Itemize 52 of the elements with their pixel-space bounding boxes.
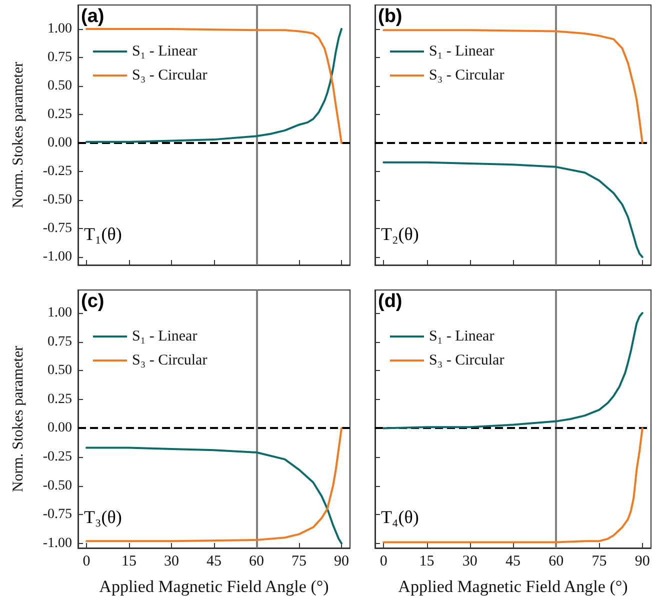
y-tick-label: -0.50: [42, 192, 72, 208]
legend-label: S₁ - Linear: [429, 44, 494, 60]
x-tick-label: 30: [164, 554, 179, 570]
x-tick-label: 45: [506, 554, 520, 570]
legend-label: S₃ - Circular: [429, 68, 504, 84]
x-axis-title: Applied Magnetic Field Angle (°): [398, 577, 628, 596]
legend-label: S₃ - Circular: [132, 68, 208, 84]
y-tick-label: 0.00: [48, 135, 72, 150]
legend-label: S₁ - Linear: [429, 328, 494, 344]
y-tick-label: -1.00: [42, 250, 72, 265]
x-tick-label: 90: [334, 554, 349, 570]
y-tick-label: -1.00: [42, 536, 72, 551]
y-tick-label: -0.25: [42, 450, 72, 465]
x-tick-label: 75: [292, 554, 306, 570]
y-tick-label: -0.75: [42, 507, 72, 522]
annotation: (d): [378, 291, 402, 312]
annotation: T₄(θ): [381, 507, 419, 527]
annotation: T₃(θ): [84, 507, 122, 527]
y-axis-title: Norm. Stokes parameter: [10, 62, 26, 208]
x-tick-label: 0: [380, 554, 388, 570]
y-tick-label: 0.75: [48, 50, 72, 65]
x-tick-label: 75: [592, 554, 607, 570]
x-tick-label: 30: [462, 554, 478, 570]
y-tick-label: 1.00: [48, 21, 72, 36]
y-tick-label: 0.50: [48, 363, 72, 378]
annotation: (c): [81, 291, 104, 312]
y-tick-label: 0.50: [48, 78, 72, 94]
annotation: (a): [81, 6, 104, 27]
x-tick-label: 15: [122, 554, 136, 570]
y-tick-label: 0.25: [48, 392, 72, 407]
y-tick-label: 1.00: [48, 306, 72, 321]
y-tick-label: 0.75: [48, 334, 72, 350]
legend-label: S₁ - Linear: [132, 44, 198, 60]
legend-label: S₁ - Linear: [132, 328, 198, 344]
x-axis-title: Applied Magnetic Field Angle (°): [99, 577, 329, 596]
annotation: T₁(θ): [84, 224, 122, 244]
y-tick-label: -0.50: [42, 478, 72, 494]
x-tick-label: 45: [206, 554, 222, 570]
annotation: T₂(θ): [381, 224, 419, 244]
y-axis-title: Norm. Stokes parameter: [10, 346, 26, 492]
annotation: (b): [378, 6, 402, 27]
legend-label: S₃ - Circular: [429, 352, 504, 368]
y-tick-label: 0.25: [48, 106, 72, 122]
legend-label: S₃ - Circular: [132, 352, 208, 368]
x-tick-label: 15: [419, 554, 434, 570]
x-tick-label: 90: [634, 554, 650, 570]
x-tick-label: 0: [82, 554, 90, 570]
y-tick-label: -0.25: [42, 164, 72, 179]
x-tick-label: 60: [249, 554, 264, 570]
y-tick-label: -0.75: [42, 221, 72, 236]
x-tick-label: 60: [548, 554, 564, 570]
y-tick-label: 0.00: [48, 420, 72, 436]
